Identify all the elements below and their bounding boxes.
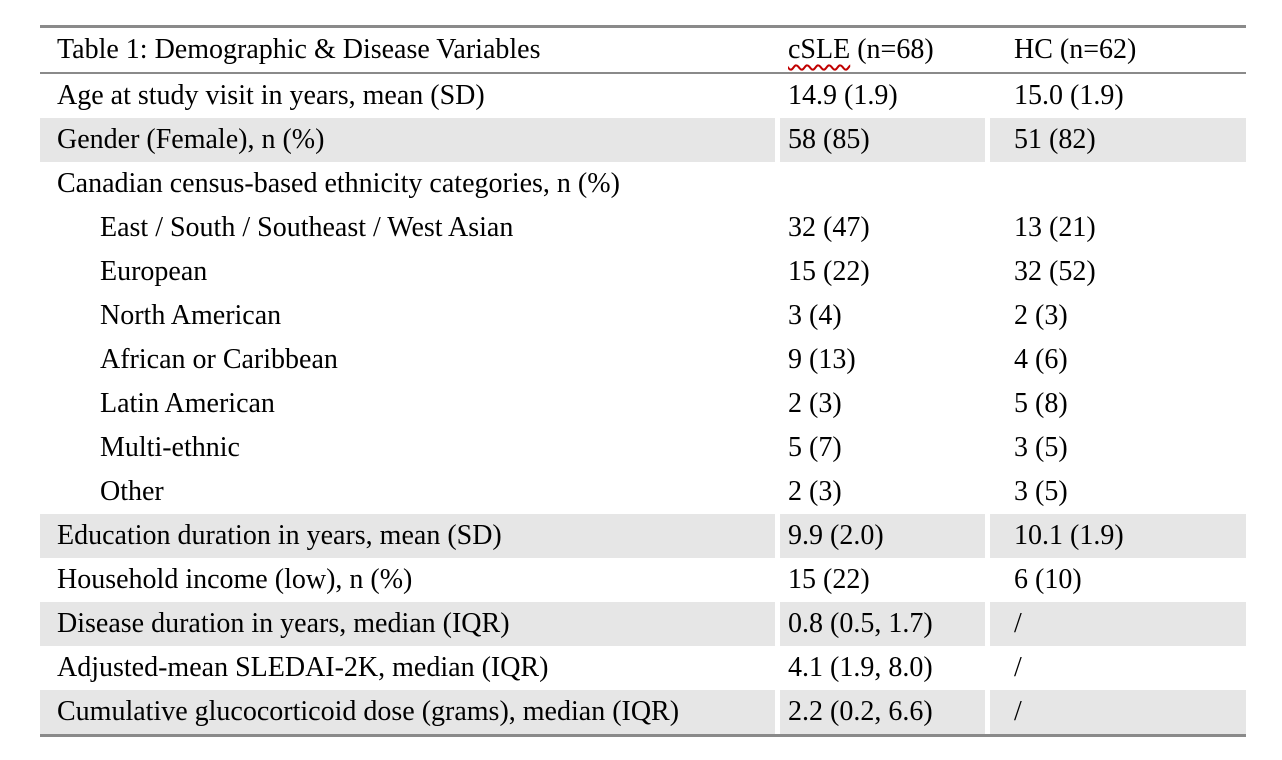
hc-value-cell: 3 (5) <box>1014 432 1068 463</box>
csle-value-cell: 14.9 (1.9) <box>788 80 898 111</box>
table-row: Disease duration in years, median (IQR) 0… <box>40 602 1246 646</box>
header-hc-column: HC (n=62) <box>990 26 1246 74</box>
hc-value-cell: / <box>1014 652 1022 683</box>
demographics-table: Table 1: Demographic & Disease Variables… <box>40 25 1246 737</box>
variable-cell: Other <box>100 476 164 507</box>
hc-value-cell: 10.1 (1.9) <box>990 514 1246 558</box>
hc-value-cell <box>990 162 1246 206</box>
csle-value-cell: 5 (7) <box>788 432 842 463</box>
hc-value-cell: 4 (6) <box>1014 344 1068 375</box>
table-row: European 15 (22) 32 (52) <box>40 250 1246 294</box>
csle-value-cell: 9.9 (2.0) <box>780 514 990 558</box>
hc-value-cell: / <box>990 602 1246 646</box>
csle-value-cell: 4.1 (1.9, 8.0) <box>788 652 933 683</box>
csle-value-cell <box>780 162 990 206</box>
variable-cell: Education duration in years, mean (SD) <box>40 514 780 558</box>
variable-cell: Latin American <box>100 388 275 419</box>
table-row: Gender (Female), n (%) 58 (85) 51 (82) <box>40 118 1246 162</box>
table-row: Canadian census-based ethnicity categori… <box>40 162 1246 206</box>
hc-value-cell: 3 (5) <box>1014 476 1068 507</box>
variable-cell: Household income (low), n (%) <box>57 564 413 595</box>
hc-value-cell: 32 (52) <box>1014 256 1096 287</box>
table-row: Household income (low), n (%) 15 (22) 6 (1… <box>40 558 1246 602</box>
csle-value-cell: 15 (22) <box>788 256 870 287</box>
variable-cell: Canadian census-based ethnicity categori… <box>57 168 620 199</box>
variable-cell: African or Caribbean <box>100 344 338 375</box>
table-header-row: Table 1: Demographic & Disease Variables… <box>40 26 1246 74</box>
variable-cell: Multi-ethnic <box>100 432 240 463</box>
table-row: Other 2 (3) 3 (5) <box>40 470 1246 514</box>
csle-value-cell: 15 (22) <box>788 564 870 595</box>
csle-value-cell: 3 (4) <box>788 300 842 331</box>
table-body: Age at study visit in years, mean (SD) 14… <box>40 73 1246 736</box>
table-row: Age at study visit in years, mean (SD) 14… <box>40 73 1246 118</box>
variable-cell: East / South / Southeast / West Asian <box>100 212 514 243</box>
table-row: North American 3 (4) 2 (3) <box>40 294 1246 338</box>
variable-cell: Gender (Female), n (%) <box>40 118 780 162</box>
variable-cell: North American <box>100 300 282 331</box>
table-row: Multi-ethnic 5 (7) 3 (5) <box>40 426 1246 470</box>
hc-value-cell: 15.0 (1.9) <box>1014 80 1124 111</box>
hc-value-cell: 6 (10) <box>1014 564 1082 595</box>
hc-value-cell: 2 (3) <box>1014 300 1068 331</box>
variable-cell: Disease duration in years, median (IQR) <box>40 602 780 646</box>
variable-cell: Adjusted-mean SLEDAI-2K, median (IQR) <box>57 652 549 683</box>
table-row: Adjusted-mean SLEDAI-2K, median (IQR) 4.1… <box>40 646 1246 690</box>
variable-cell: European <box>100 256 208 287</box>
csle-value-cell: 2 (3) <box>788 388 842 419</box>
table-row: African or Caribbean 9 (13) 4 (6) <box>40 338 1246 382</box>
hc-value-cell: / <box>990 690 1246 736</box>
table-row: Cumulative glucocorticoid dose (grams), … <box>40 690 1246 736</box>
csle-value-cell: 2 (3) <box>788 476 842 507</box>
table-row: Latin American 2 (3) 5 (8) <box>40 382 1246 426</box>
table-row: Education duration in years, mean (SD) 9.… <box>40 514 1246 558</box>
variable-cell: Age at study visit in years, mean (SD) <box>57 80 485 111</box>
csle-value-cell: 58 (85) <box>780 118 990 162</box>
csle-value-cell: 9 (13) <box>788 344 856 375</box>
hc-value-cell: 13 (21) <box>1014 212 1096 243</box>
header-csle-column: cSLE (n=68) <box>780 26 990 74</box>
hc-value-cell: 51 (82) <box>990 118 1246 162</box>
csle-value-cell: 2.2 (0.2, 6.6) <box>780 690 990 736</box>
table-row: East / South / Southeast / West Asian 32 … <box>40 206 1246 250</box>
table-title: Table 1: Demographic & Disease Variables <box>40 26 780 74</box>
csle-value-cell: 32 (47) <box>788 212 870 243</box>
header-csle-count: (n=68) <box>850 34 934 65</box>
csle-misspelling-squiggle: cSLE <box>788 34 851 65</box>
csle-value-cell: 0.8 (0.5, 1.7) <box>780 602 990 646</box>
variable-cell: Cumulative glucocorticoid dose (grams), … <box>40 690 780 736</box>
hc-value-cell: 5 (8) <box>1014 388 1068 419</box>
